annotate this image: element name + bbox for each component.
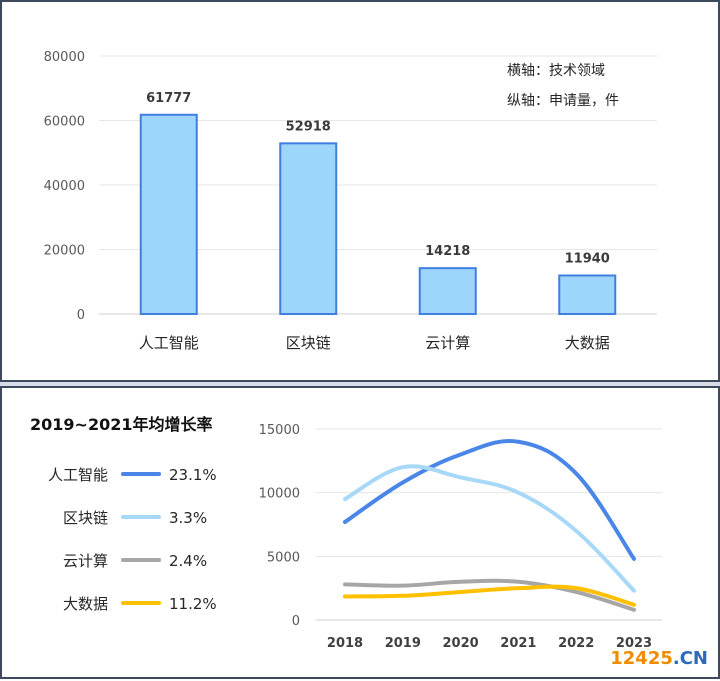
bar-chart-panel: 0 20000 40000 60000 80000 61777 52918 14218 119… xyxy=(0,0,720,382)
bar-category-label: 云计算 xyxy=(425,334,470,352)
bar-chart: 0 20000 40000 60000 80000 61777 52918 14218 119… xyxy=(44,50,657,352)
axis-note-x: 横轴：技术领域 xyxy=(507,63,605,79)
line-x-tick-label: 2018 xyxy=(327,636,363,651)
bar-y-tick-label: 80000 xyxy=(44,50,85,65)
bar-category-label: 人工智能 xyxy=(139,334,199,352)
axis-note-y: 纵轴：申请量，件 xyxy=(507,93,619,109)
line-x-tick-label: 2020 xyxy=(443,636,479,651)
bar-data-label: 52918 xyxy=(286,119,331,134)
bar-data-label: 14218 xyxy=(425,244,470,259)
growth-title: 2019~2021年均增长率 xyxy=(30,415,212,434)
bar xyxy=(418,267,477,315)
bar-data-label: 11940 xyxy=(565,251,610,266)
watermark-number: 12425 xyxy=(610,648,673,669)
legend-series-name: 人工智能 xyxy=(48,466,108,484)
line-series xyxy=(343,438,636,561)
line-y-tick-label: 0 xyxy=(292,614,300,629)
legend-growth-rate: 23.1% xyxy=(169,466,217,484)
legend-series-name: 云计算 xyxy=(63,552,108,570)
legend-growth-rate: 3.3% xyxy=(169,509,207,527)
line-x-tick-label: 2019 xyxy=(385,636,421,651)
bar-category-label: 区块链 xyxy=(286,334,331,352)
line-chart: 2019~2021年均增长率 人工智能 23.1% 区块链 3.3% 云计算 2.4% 大数… xyxy=(30,415,662,651)
bar-y-tick-label: 40000 xyxy=(44,179,85,194)
line-series xyxy=(343,464,636,593)
line-y-tick-label: 5000 xyxy=(267,550,300,565)
bar xyxy=(139,113,198,315)
line-x-tick-label: 2022 xyxy=(558,636,594,651)
legend-series-name: 大数据 xyxy=(63,595,108,613)
line-y-tick-label: 10000 xyxy=(259,487,300,502)
bar xyxy=(279,142,338,315)
line-series xyxy=(343,584,636,607)
watermark-domain: .CN xyxy=(672,648,708,669)
line-x-tick-label: 2023 xyxy=(616,636,652,651)
panel-divider xyxy=(0,382,720,386)
bar xyxy=(558,274,617,315)
bar-y-tick-label: 60000 xyxy=(44,115,85,130)
legend-growth-rate: 11.2% xyxy=(169,595,217,613)
line-series xyxy=(343,578,636,612)
watermark: 12425.CN xyxy=(610,648,708,669)
line-x-tick-label: 2021 xyxy=(500,636,536,651)
bar-data-label: 61777 xyxy=(146,91,191,106)
bar-y-tick-label: 20000 xyxy=(44,244,85,259)
legend-growth-rate: 2.4% xyxy=(169,552,207,570)
bar-category-label: 大数据 xyxy=(565,334,610,352)
bar-y-tick-label: 0 xyxy=(77,308,85,323)
line-y-tick-label: 15000 xyxy=(259,423,300,438)
legend-series-name: 区块链 xyxy=(63,509,108,527)
line-chart-panel: 2019~2021年均增长率 人工智能 23.1% 区块链 3.3% 云计算 2.4% 大数… xyxy=(0,386,720,679)
